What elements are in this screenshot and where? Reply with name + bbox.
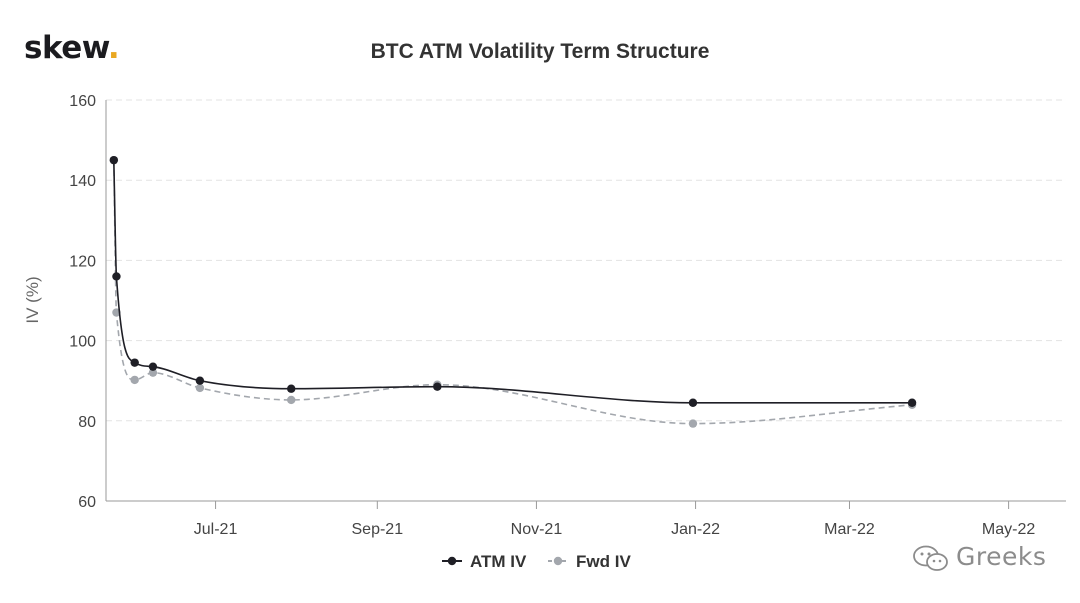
legend-item-atm[interactable]: ATM IV (442, 552, 527, 571)
watermark: Greeks (912, 542, 1046, 571)
data-point-atm[interactable] (109, 155, 119, 165)
legend-item-fwd[interactable]: Fwd IV (548, 552, 631, 571)
y-tick-label: 160 (69, 93, 96, 110)
data-point-fwd[interactable] (130, 375, 139, 385)
brand-name: skew (24, 30, 108, 66)
data-point-fwd[interactable] (287, 395, 296, 405)
chart-title: BTC ATM Volatility Term Structure (370, 40, 710, 63)
data-point-atm[interactable] (112, 272, 121, 281)
y-tick-labels: 60 80 100 120 140 160 (69, 93, 96, 511)
y-tick-label: 140 (69, 173, 96, 190)
y-axis-title: IV (%) (23, 276, 42, 323)
legend-label-atm: ATM IV (470, 552, 527, 571)
legend-label-fwd: Fwd IV (576, 552, 631, 571)
series-line-atm (113, 160, 913, 404)
brand-dot: . (107, 30, 120, 66)
data-point-fwd[interactable] (148, 368, 158, 377)
watermark-text: Greeks (956, 542, 1047, 571)
x-tick-label: Nov-21 (511, 521, 563, 538)
x-tick-label: Sep-21 (352, 521, 404, 538)
legend: ATM IV Fwd IV (442, 552, 631, 571)
x-tick-label: Mar-22 (824, 521, 875, 538)
data-point-atm[interactable] (433, 382, 442, 391)
x-tick-label: Jan-22 (671, 521, 720, 538)
data-point-fwd[interactable] (195, 383, 205, 393)
axes (105, 100, 1066, 509)
legend-marker-atm (447, 556, 457, 566)
y-tick-label: 80 (78, 414, 96, 431)
grid-lines (106, 99, 1066, 422)
series-line-fwd (113, 160, 913, 425)
data-point-atm[interactable] (195, 376, 205, 385)
y-tick-label: 100 (69, 334, 96, 351)
x-tick-label: May-22 (982, 521, 1035, 538)
data-point-atm[interactable] (907, 398, 917, 407)
data-point-atm[interactable] (130, 358, 139, 367)
x-tick-label: Jul-21 (194, 521, 238, 538)
x-tick-labels: Jul-21 Sep-21 Nov-21 Jan-22 Mar-22 May-22 (194, 521, 1036, 538)
data-point-atm[interactable] (688, 398, 698, 407)
y-tick-label: 60 (78, 494, 96, 511)
data-point-atm[interactable] (287, 384, 296, 393)
y-tick-label: 120 (69, 253, 96, 270)
series-lines (109, 155, 917, 428)
wechat-icon (913, 545, 948, 571)
data-point-atm[interactable] (148, 362, 158, 371)
legend-marker-fwd (553, 556, 563, 566)
data-point-fwd[interactable] (688, 419, 698, 428)
skew-logo: skew. (24, 30, 120, 66)
